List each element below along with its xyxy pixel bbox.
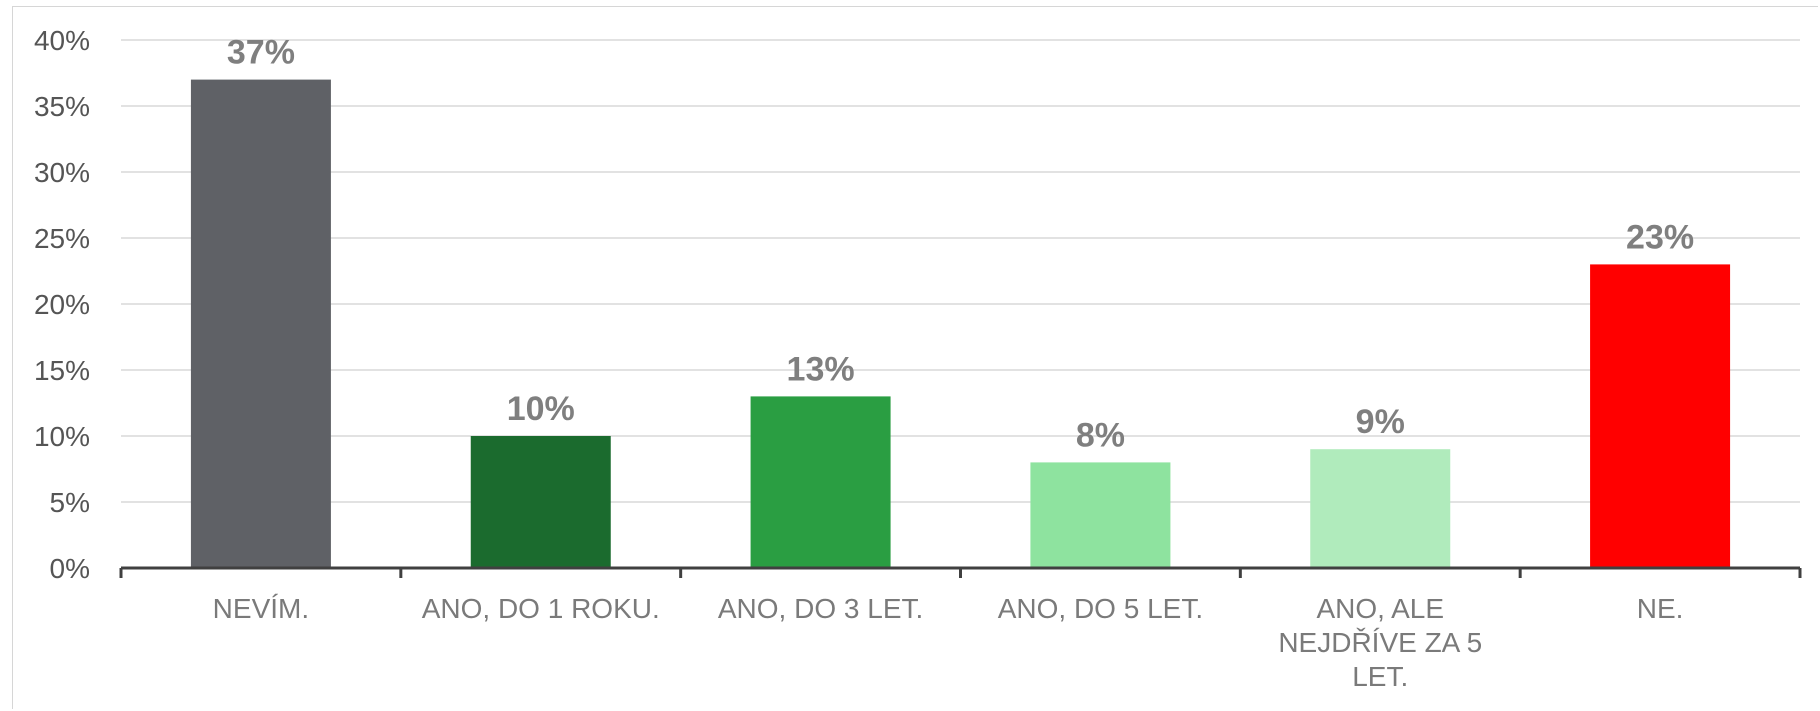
- y-tick-label: 35%: [34, 91, 90, 122]
- data-label: 37%: [227, 34, 295, 72]
- data-label: 9%: [1356, 403, 1405, 441]
- y-tick-label: 0%: [50, 553, 90, 584]
- x-axis: [119, 566, 1802, 578]
- y-tick-label: 40%: [34, 25, 90, 56]
- y-tick-label: 5%: [50, 487, 90, 518]
- y-tick-label: 20%: [34, 289, 90, 320]
- chart-frame: [12, 6, 1818, 709]
- y-tick-label: 10%: [34, 421, 90, 452]
- y-axis-ticks: 0% 5% 10% 15% 20% 25% 30% 35% 40%: [34, 25, 90, 584]
- category-labels: NEVÍM. ANO, DO 1 ROKU. ANO, DO 3 LET. ANO, …: [213, 593, 1684, 692]
- category-label: ANO, ALE NEJDŘÍVE ZA 5 LET.: [1278, 593, 1482, 692]
- bar: [1590, 264, 1731, 568]
- y-tick-label: 30%: [34, 157, 90, 188]
- category-label: ANO, DO 1 ROKU.: [422, 593, 660, 624]
- category-label: NEVÍM.: [213, 593, 309, 624]
- y-tick-label: 15%: [34, 355, 90, 386]
- data-label: 8%: [1076, 416, 1125, 454]
- data-label: 10%: [507, 390, 575, 428]
- bar: [750, 396, 891, 568]
- data-label: 23%: [1626, 218, 1694, 256]
- bar: [1030, 462, 1171, 568]
- category-label: ANO, DO 5 LET.: [998, 593, 1203, 624]
- data-labels: 37% 10% 13% 8% 9% 23%: [227, 34, 1694, 455]
- category-label: NE.: [1637, 593, 1684, 624]
- bar: [470, 436, 611, 568]
- gridlines: [121, 39, 1800, 503]
- bar: [1310, 449, 1451, 568]
- bar: [190, 79, 331, 568]
- data-label: 13%: [787, 350, 855, 388]
- category-label: ANO, DO 3 LET.: [718, 593, 923, 624]
- bars: [190, 79, 1731, 568]
- y-tick-label: 25%: [34, 223, 90, 254]
